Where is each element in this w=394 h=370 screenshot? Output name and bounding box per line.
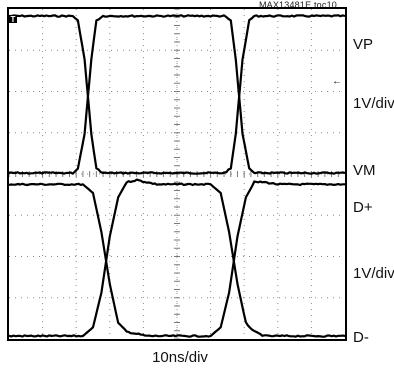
- bottom-panel-upper-label: D+: [353, 199, 373, 216]
- scope-frame: [7, 7, 347, 341]
- top-panel-lower-label: VM: [353, 162, 376, 179]
- trace-panel2-series2: [8, 178, 346, 338]
- scope-traces: [8, 14, 346, 338]
- figure-reference: MAX13481E toc10: [258, 0, 337, 10]
- bottom-panel-lower-label: D-: [353, 329, 369, 346]
- trigger-marker-box: [9, 15, 17, 23]
- trace-panel1-series1: [8, 14, 346, 175]
- trace-panel2-series1: [8, 180, 345, 338]
- top-panel-scale-label: 1V/div: [353, 95, 394, 112]
- trace-panel1-series2: [8, 14, 346, 175]
- top-panel-upper-label: VP: [353, 36, 374, 53]
- bottom-panel-scale-label: 1V/div: [353, 265, 394, 282]
- trigger-marker: T: [11, 15, 16, 24]
- x-scale-label: 10ns/div: [152, 349, 208, 366]
- ground-marker: ←: [332, 76, 342, 87]
